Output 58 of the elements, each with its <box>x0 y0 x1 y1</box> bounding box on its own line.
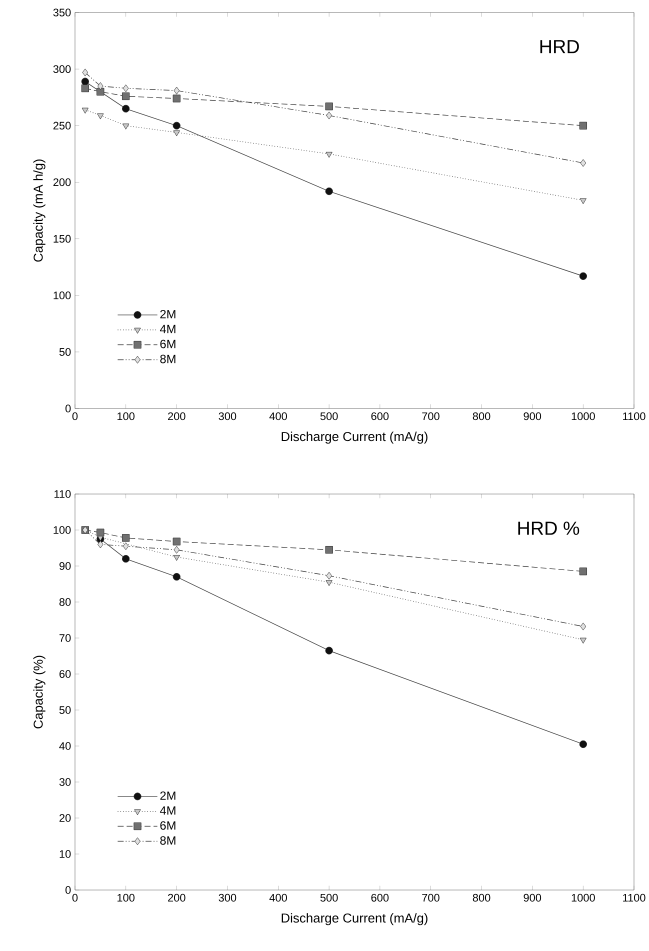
x-tick-label: 900 <box>524 894 541 902</box>
y-tick-label: 150 <box>53 234 71 243</box>
y-tick-label: 70 <box>59 634 71 642</box>
x-tick-label: 600 <box>371 412 388 420</box>
legend-label: 2M <box>160 791 176 800</box>
legend-label: 8M <box>160 836 176 845</box>
x-tick-label: 100 <box>117 894 134 902</box>
x-tick-label: 300 <box>218 412 236 420</box>
y-tick-label: 20 <box>59 814 71 822</box>
x-tick-label: 100 <box>117 412 134 420</box>
x-tick-label: 400 <box>269 412 287 420</box>
y-tick-label: 90 <box>59 562 71 570</box>
y-tick-label: 80 <box>59 598 71 606</box>
annotation: HRD <box>540 40 579 54</box>
y-tick-label: 300 <box>53 65 71 73</box>
x-tick-label: 700 <box>422 412 440 420</box>
y-tick-label: 0 <box>65 886 71 894</box>
x-tick-label: 1000 <box>572 894 595 902</box>
legend-label: 8M <box>160 354 176 364</box>
y-axis-title: Capacity (mA h/g) <box>33 160 46 262</box>
x-tick-label: 1100 <box>622 412 646 420</box>
y-tick-label: 50 <box>59 348 71 356</box>
y-tick-label: 30 <box>59 778 71 786</box>
x-tick-label: 700 <box>422 894 440 902</box>
x-tick-label: 1000 <box>572 412 595 420</box>
y-tick-label: 10 <box>60 850 71 858</box>
x-tick-label: 800 <box>472 412 490 420</box>
x-tick-label: 400 <box>269 894 287 902</box>
x-tick-label: 800 <box>472 894 490 902</box>
y-tick-label: 100 <box>53 526 71 534</box>
y-tick-label: 0 <box>65 404 71 412</box>
y-tick-label: 50 <box>59 706 71 714</box>
legend-label: 4M <box>160 806 176 815</box>
y-tick-label: 100 <box>53 292 71 300</box>
x-axis-title: Discharge Current (mA/g) <box>282 432 428 444</box>
legend-label: 6M <box>160 340 176 348</box>
x-tick-label: 200 <box>168 412 186 420</box>
y-tick-label: 110 <box>54 490 71 498</box>
legend-label: 4M <box>160 324 176 334</box>
legend-label: 2M <box>160 310 176 318</box>
y-tick-label: 200 <box>53 178 71 186</box>
x-tick-label: 900 <box>524 412 541 420</box>
x-tick-label: 200 <box>168 894 186 902</box>
x-tick-label: 600 <box>371 894 388 902</box>
x-axis-title: Discharge Current (mA/g) <box>282 913 428 926</box>
y-tick-label: 350 <box>53 8 71 16</box>
x-tick-label: 0 <box>72 412 78 420</box>
y-axis-title: Capacity (%) <box>33 656 46 728</box>
x-tick-label: 500 <box>320 412 338 420</box>
y-tick-label: 60 <box>59 670 71 678</box>
x-tick-label: 0 <box>72 894 78 902</box>
x-tick-label: 300 <box>218 894 236 902</box>
x-tick-label: 500 <box>320 894 338 902</box>
y-tick-label: 40 <box>59 742 71 750</box>
x-tick-label: 1100 <box>622 894 646 902</box>
y-tick-label: 250 <box>53 122 71 130</box>
annotation: HRD % <box>518 522 579 535</box>
legend-label: 6M <box>160 821 176 830</box>
